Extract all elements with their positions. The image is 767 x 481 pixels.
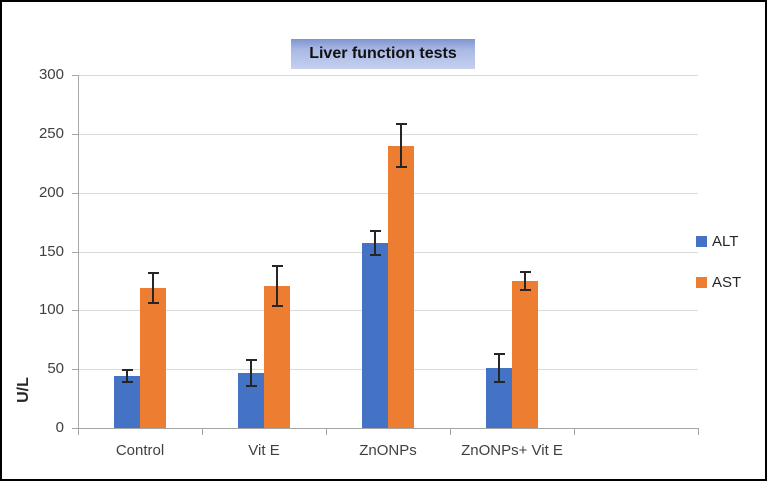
legend-item-ast: AST <box>696 274 741 291</box>
x-axis-tick <box>698 429 699 435</box>
y-axis-title: U/L <box>15 377 32 403</box>
bar-alt <box>114 376 140 428</box>
y-axis-tick-label: 200 <box>38 183 64 201</box>
error-bar-cap-bottom <box>369 254 381 257</box>
bar-ast <box>264 285 290 428</box>
error-bar-cap-top <box>369 230 381 233</box>
chart-title: Liver function tests <box>291 39 475 69</box>
x-axis-category-label: ZnONPs <box>359 442 417 459</box>
y-axis-tick <box>72 192 78 194</box>
y-axis-tick-label: 50 <box>47 360 64 378</box>
y-axis-tick <box>72 133 78 135</box>
error-bar-cap-bottom <box>493 381 505 384</box>
error-bar <box>374 231 376 256</box>
y-axis-tick <box>72 310 78 312</box>
error-bar-cap-bottom <box>519 289 531 292</box>
gridline <box>78 133 698 135</box>
error-bar-cap-top <box>121 369 133 372</box>
x-axis-tick <box>202 429 203 435</box>
legend-item-alt: ALT <box>696 233 741 250</box>
y-axis-tick <box>72 428 78 429</box>
legend-label-ast: AST <box>712 274 742 291</box>
error-bar <box>276 265 278 306</box>
error-bar-cap-bottom <box>121 381 133 384</box>
y-axis-tick-label: 150 <box>38 242 64 260</box>
y-axis-tick <box>72 251 78 253</box>
legend-label-alt: ALT <box>712 233 739 250</box>
error-bar-cap-top <box>395 123 407 126</box>
x-axis-tick <box>574 429 575 435</box>
error-bar <box>524 271 526 291</box>
bar-ast <box>512 280 538 428</box>
error-bar-cap-top <box>147 271 159 274</box>
legend: ALT AST <box>696 233 741 291</box>
legend-swatch-alt-icon <box>696 236 707 247</box>
error-bar <box>126 370 128 383</box>
x-axis-tick <box>78 429 79 435</box>
x-axis-category-label: ZnONPs+ Vit E <box>461 442 563 459</box>
bar-ast <box>140 287 166 428</box>
error-bar <box>152 272 154 304</box>
error-bar-cap-top <box>245 358 257 361</box>
bar-alt <box>362 243 388 428</box>
x-axis-line <box>78 428 699 429</box>
y-axis-line <box>78 75 79 429</box>
x-axis-category-label: Vit E <box>248 442 280 459</box>
legend-swatch-ast-icon <box>696 277 707 288</box>
x-axis-tick <box>450 429 451 435</box>
error-bar-cap-bottom <box>395 165 407 168</box>
error-bar-cap-bottom <box>147 302 159 305</box>
error-bar-cap-top <box>519 270 531 273</box>
error-bar <box>250 359 252 386</box>
error-bar-cap-bottom <box>271 304 283 307</box>
x-axis-tick <box>326 429 327 435</box>
y-axis-tick-label: 100 <box>38 301 64 319</box>
error-bar-cap-top <box>271 264 283 267</box>
error-bar <box>400 124 402 167</box>
bar-ast <box>388 145 414 428</box>
error-bar <box>498 353 500 383</box>
y-axis-tick <box>72 369 78 371</box>
y-axis-tick-label: 0 <box>55 419 64 436</box>
x-axis-category-label: Control <box>115 442 165 459</box>
y-axis-tick <box>72 75 78 76</box>
y-axis-tick-label: 250 <box>38 124 64 142</box>
error-bar-cap-top <box>493 352 505 355</box>
gridline <box>78 75 698 76</box>
y-axis-tick-label: 300 <box>38 66 64 83</box>
error-bar-cap-bottom <box>245 384 257 387</box>
